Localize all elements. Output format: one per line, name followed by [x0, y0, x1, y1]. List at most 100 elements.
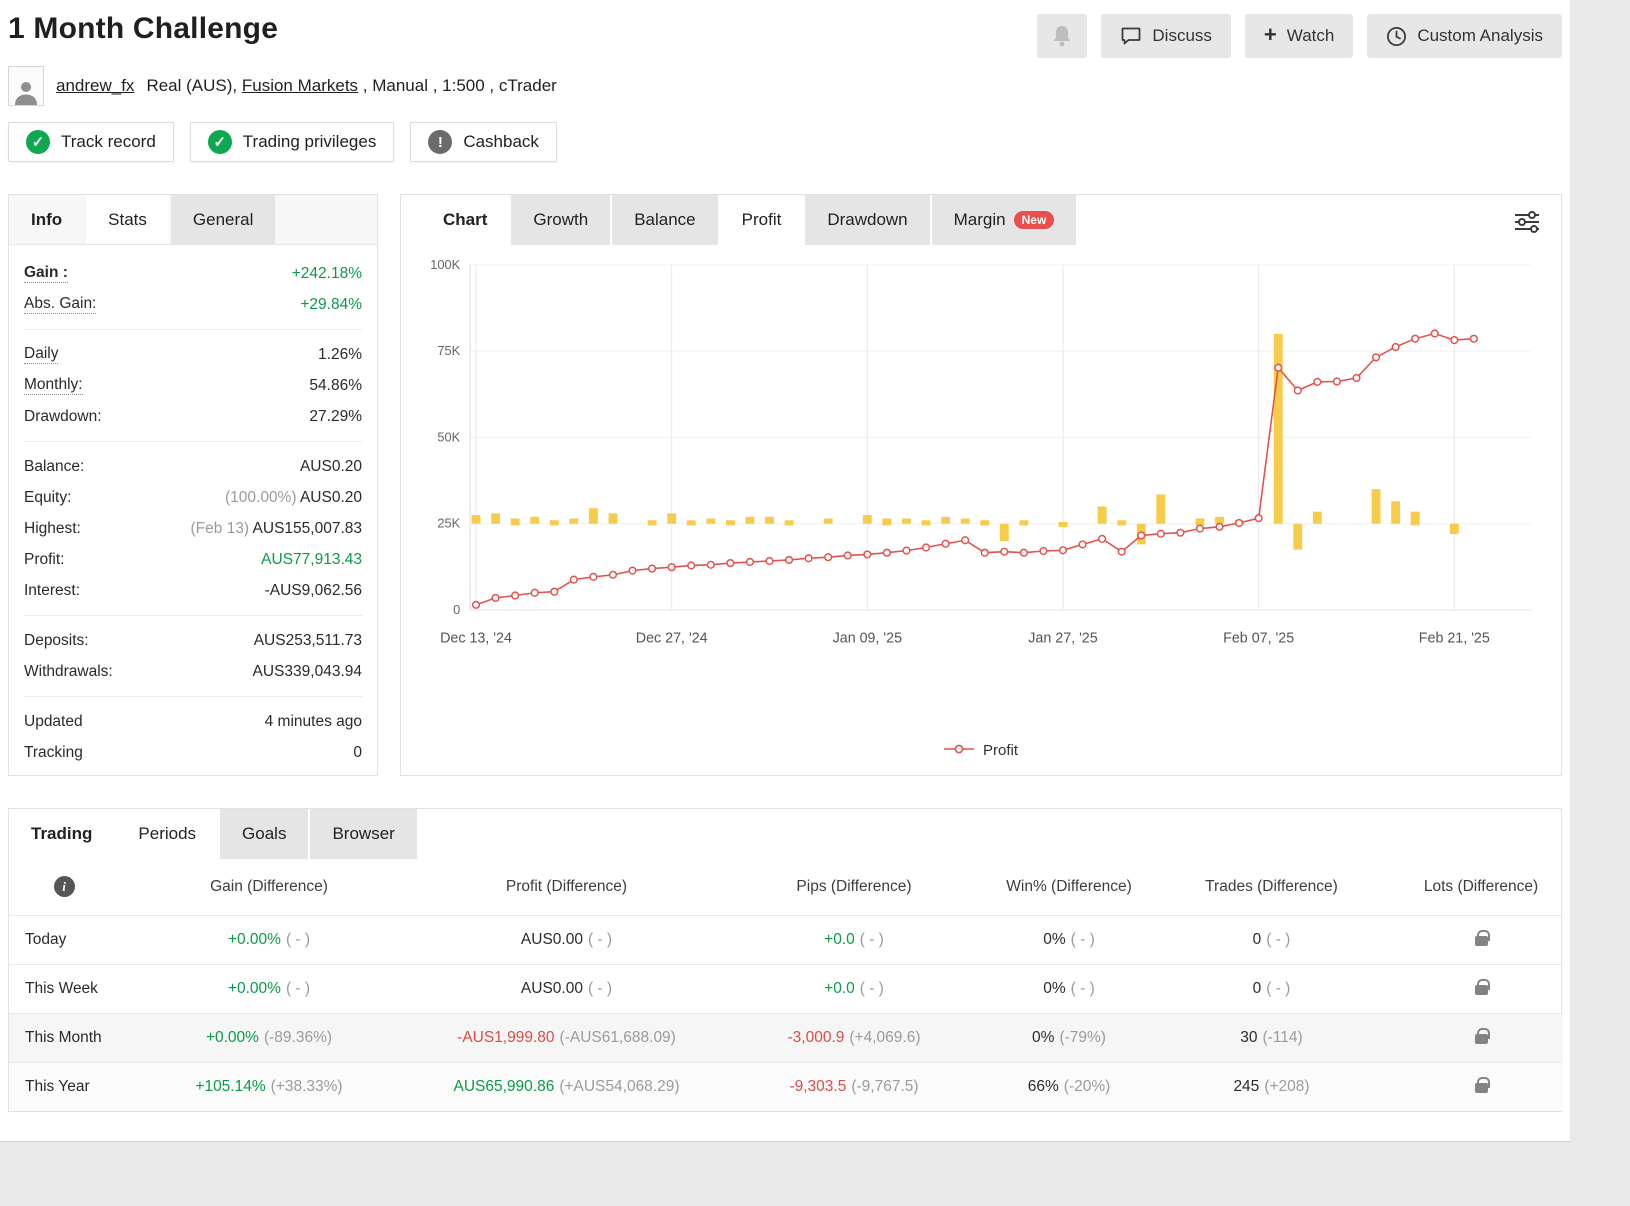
tab-margin[interactable]: Margin New — [931, 195, 1077, 245]
stats-group: Updated 4 minutes ago Tracking 0 — [24, 697, 362, 775]
badge-track-record[interactable]: ✓ Track record — [8, 122, 174, 162]
tab-goals[interactable]: Goals — [220, 809, 309, 859]
cell-main-value: +0.00% — [227, 979, 281, 997]
legend-marker-icon — [943, 742, 974, 759]
locked-cell — [1399, 963, 1563, 1013]
cell-main-value: -9,303.5 — [789, 1077, 847, 1095]
cell-main-value: AUS65,990.86 — [453, 1077, 555, 1095]
column-header-pips-difference: Pips (Difference) — [796, 877, 912, 895]
notifications-button[interactable] — [1037, 14, 1088, 58]
cell-diff-value: (+208) — [1264, 1077, 1310, 1095]
stat-label: Balance: — [24, 457, 85, 475]
stat-label: Monthly: — [24, 376, 83, 395]
tab-trading[interactable]: Trading — [9, 809, 114, 859]
stat-value: AUS339,043.94 — [252, 662, 362, 680]
tab-profit[interactable]: Profit — [719, 195, 804, 245]
stat-row-profit: Profit: AUS77,913.43 — [24, 544, 362, 575]
stats-group: Gain : +242.18% Abs. Gain: +29.84% — [24, 249, 362, 330]
watch-button[interactable]: + Watch — [1244, 14, 1354, 58]
cell-main-value: 66% — [1027, 1077, 1059, 1095]
value-cell: +0.00% (-89.36%) — [119, 1012, 419, 1062]
stat-value: AUS77,913.43 — [261, 550, 362, 568]
stat-label: Daily — [24, 345, 59, 364]
broker-link[interactable]: Fusion Markets — [241, 76, 359, 95]
cell-main-value: 0% — [1043, 930, 1066, 948]
stat-row-balance: Balance: AUS0.20 — [24, 451, 362, 482]
tab-general[interactable]: General — [170, 195, 276, 244]
svg-text:Feb 07, '25: Feb 07, '25 — [1223, 631, 1294, 647]
value-cell: 0( - ) — [1144, 914, 1399, 964]
stat-label: Gain : — [24, 264, 68, 283]
custom-analysis-button[interactable]: Custom Analysis — [1367, 14, 1562, 58]
tab-browser[interactable]: Browser — [310, 809, 417, 859]
locked-cell — [1399, 1061, 1563, 1111]
svg-text:Feb 21, '25: Feb 21, '25 — [1419, 631, 1490, 647]
discuss-icon — [1120, 26, 1142, 46]
cell-main-value: AUS0.00 — [520, 979, 583, 997]
lock-icon — [1474, 1076, 1490, 1093]
account-settings: , Manual , 1:500 , cTrader — [358, 76, 557, 95]
cell-main-value: -3,000.9 — [787, 1028, 845, 1046]
tab-drawdown[interactable]: Drawdown — [805, 195, 930, 245]
cell-diff-value: ( - ) — [587, 930, 613, 948]
main-panels: Info Stats General Gain : +242.18% Abs. Gain… — [8, 194, 1562, 776]
avatar — [8, 66, 44, 106]
lock-icon — [1474, 978, 1490, 995]
clock-icon — [1386, 26, 1407, 47]
badge-trading-privileges[interactable]: ✓ Trading privileges — [189, 122, 395, 162]
profit-chart: 0 25K 50K 75K 100K Dec 13, '24 Dec 27, '24 Jan … — [401, 245, 1561, 736]
period-label: This Month — [9, 1012, 119, 1062]
value-cell: 0%( - ) — [994, 914, 1144, 964]
stats-body: Gain : +242.18% Abs. Gain: +29.84% Daily 1.26… — [9, 245, 377, 775]
table-header-row: i Gain (Difference) Profit (Difference) Pip… — [9, 859, 1563, 915]
cell-diff-value: (+38.33%) — [270, 1077, 343, 1095]
cell-diff-value: (-79%) — [1059, 1028, 1106, 1046]
tab-label-text: General — [192, 209, 254, 229]
badge-cashback[interactable]: ! Cashback — [410, 122, 557, 162]
svg-text:75K: 75K — [437, 343, 460, 358]
tab-label-text: Periods — [138, 824, 197, 843]
info-icon[interactable]: i — [53, 876, 75, 898]
value-cell: +0.0( - ) — [714, 963, 994, 1013]
account-username-link[interactable]: andrew_fx — [56, 76, 135, 95]
page-content: 1 Month Challenge Discuss + Watch — [0, 0, 1570, 1142]
badge-row: ✓ Track record ✓ Trading privileges ! Cashbac… — [8, 110, 1562, 178]
cell-main-value: 0 — [1252, 930, 1262, 948]
svg-text:100K: 100K — [430, 257, 460, 272]
locked-cell — [1399, 914, 1563, 964]
chart-settings-button[interactable] — [1507, 204, 1547, 243]
locked-cell — [1399, 1012, 1563, 1062]
tab-info[interactable]: Info — [9, 195, 84, 244]
svg-text:Jan 09, '25: Jan 09, '25 — [833, 631, 902, 647]
value-cell: AUS0.00( - ) — [419, 914, 714, 964]
stat-row-updated: Updated 4 minutes ago — [24, 706, 362, 737]
badge-label: Cashback — [463, 132, 539, 151]
stat-row-equity: Equity: (100.00%) AUS0.20 — [24, 482, 362, 513]
stat-label: Deposits: — [24, 631, 89, 649]
chart-panel: Chart Growth Balance Profit Drawdown Margin N… — [400, 194, 1562, 776]
value-cell: AUS65,990.86 (+AUS54,068.29) — [419, 1061, 714, 1111]
tab-balance[interactable]: Balance — [612, 195, 718, 245]
chart-legend: Profit — [401, 736, 1561, 775]
tab-growth[interactable]: Growth — [511, 195, 611, 245]
table-row-this-year: This Year +105.14% (+38.33%) AUS65,990.86 (+… — [9, 1061, 1563, 1111]
tab-periods[interactable]: Periods — [116, 809, 219, 859]
value-cell: 66% (-20%) — [994, 1061, 1144, 1111]
badge-label: Track record — [61, 132, 156, 151]
value-cell: 30 (-114) — [1144, 1012, 1399, 1062]
svg-text:Dec 13, '24: Dec 13, '24 — [440, 631, 512, 647]
stat-row-monthly: Monthly: 54.86% — [24, 370, 362, 401]
profit-chart-svg: 0 25K 50K 75K 100K Dec 13, '24 Dec 27, '24 Jan … — [430, 257, 1532, 647]
tab-label-text: Growth — [533, 210, 589, 229]
period-label: Today — [9, 914, 119, 964]
cell-main-value: 0% — [1043, 979, 1066, 997]
watch-label: Watch — [1286, 26, 1335, 45]
tab-stats[interactable]: Stats — [86, 195, 169, 244]
stat-value: 4 minutes ago — [264, 712, 362, 730]
stat-value: -AUS9,062.56 — [264, 581, 362, 599]
stat-label: Tracking — [24, 743, 83, 761]
discuss-button[interactable]: Discuss — [1101, 14, 1231, 58]
stats-group: Daily 1.26% Monthly: 54.86% Drawdown: 27.29% — [24, 330, 362, 442]
stat-row-deposits: Deposits: AUS253,511.73 — [24, 625, 362, 656]
stat-label: Withdrawals: — [24, 662, 113, 680]
